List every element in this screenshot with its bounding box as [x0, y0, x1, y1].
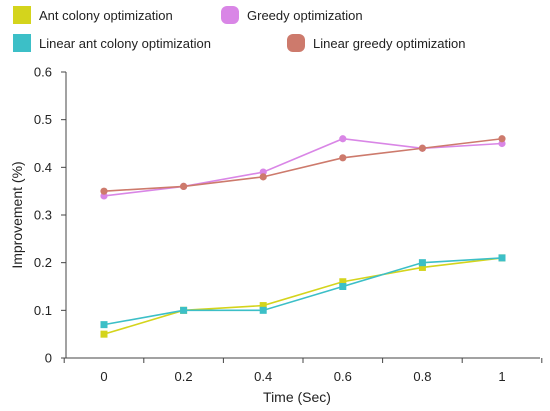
- x-tick-label: 0.8: [413, 369, 431, 384]
- legend: Ant colony optimization Greedy optimizati…: [13, 6, 465, 52]
- x-tick-label: 0.6: [334, 369, 352, 384]
- legend-item: Greedy optimization: [221, 6, 363, 24]
- data-point: [100, 330, 108, 338]
- y-axis-label: Improvement (%): [9, 161, 25, 268]
- legend-item: Ant colony optimization: [13, 6, 173, 24]
- x-axis-label: Time (Sec): [263, 389, 331, 405]
- data-point: [259, 306, 267, 314]
- y-tick-label: 0.4: [34, 160, 52, 175]
- data-point: [339, 278, 347, 286]
- series-line: [103, 257, 503, 326]
- legend-swatch: [287, 34, 305, 52]
- legend-item: Linear greedy optimization: [287, 34, 465, 52]
- legend-label: Linear greedy optimization: [313, 36, 465, 51]
- data-point: [339, 154, 347, 162]
- data-point: [259, 173, 267, 181]
- axes: 0 0.1 0.2 0.3 0.4 0.5 0.6 0 0.2 0.4 0.6 0.8 1 Impro…: [9, 65, 543, 405]
- y-ticks: 0 0.1 0.2 0.3 0.4 0.5 0.6: [34, 65, 66, 366]
- legend-swatch: [221, 6, 239, 24]
- series-2: [100, 254, 506, 329]
- x-tick-label: 1: [498, 369, 505, 384]
- series-3: [100, 135, 506, 195]
- data-point: [418, 144, 426, 152]
- legend-swatch: [13, 6, 31, 24]
- series-0: [100, 254, 506, 338]
- legend-label: Linear ant colony optimization: [39, 36, 211, 51]
- data-point: [100, 321, 108, 329]
- x-tick-label: 0: [100, 369, 107, 384]
- x-tick-label: 0.2: [175, 369, 193, 384]
- x-tick-label: 0.4: [254, 369, 272, 384]
- data-point: [180, 182, 188, 190]
- data-point: [180, 306, 188, 314]
- data-point: [418, 259, 426, 267]
- series-line: [103, 257, 503, 335]
- data-point: [339, 135, 347, 143]
- data-point: [259, 302, 267, 310]
- legend-label: Ant colony optimization: [39, 8, 173, 23]
- y-tick-label: 0.5: [34, 112, 52, 127]
- legend-label: Greedy optimization: [247, 8, 363, 23]
- data-point: [100, 187, 108, 195]
- y-tick-label: 0.6: [34, 65, 52, 80]
- data-point: [498, 135, 506, 143]
- legend-item: Linear ant colony optimization: [13, 34, 211, 52]
- series-line: [103, 137, 503, 192]
- data-point: [418, 263, 426, 271]
- legend-swatch: [13, 34, 31, 52]
- data-point: [498, 254, 506, 262]
- y-tick-label: 0: [45, 351, 52, 366]
- y-tick-label: 0.3: [34, 208, 52, 223]
- x-ticks: 0 0.2 0.4 0.6 0.8 1: [63, 358, 543, 384]
- data-point: [339, 283, 347, 290]
- y-tick-label: 0.2: [34, 255, 52, 270]
- y-tick-label: 0.1: [34, 303, 52, 318]
- series-group: [100, 135, 506, 338]
